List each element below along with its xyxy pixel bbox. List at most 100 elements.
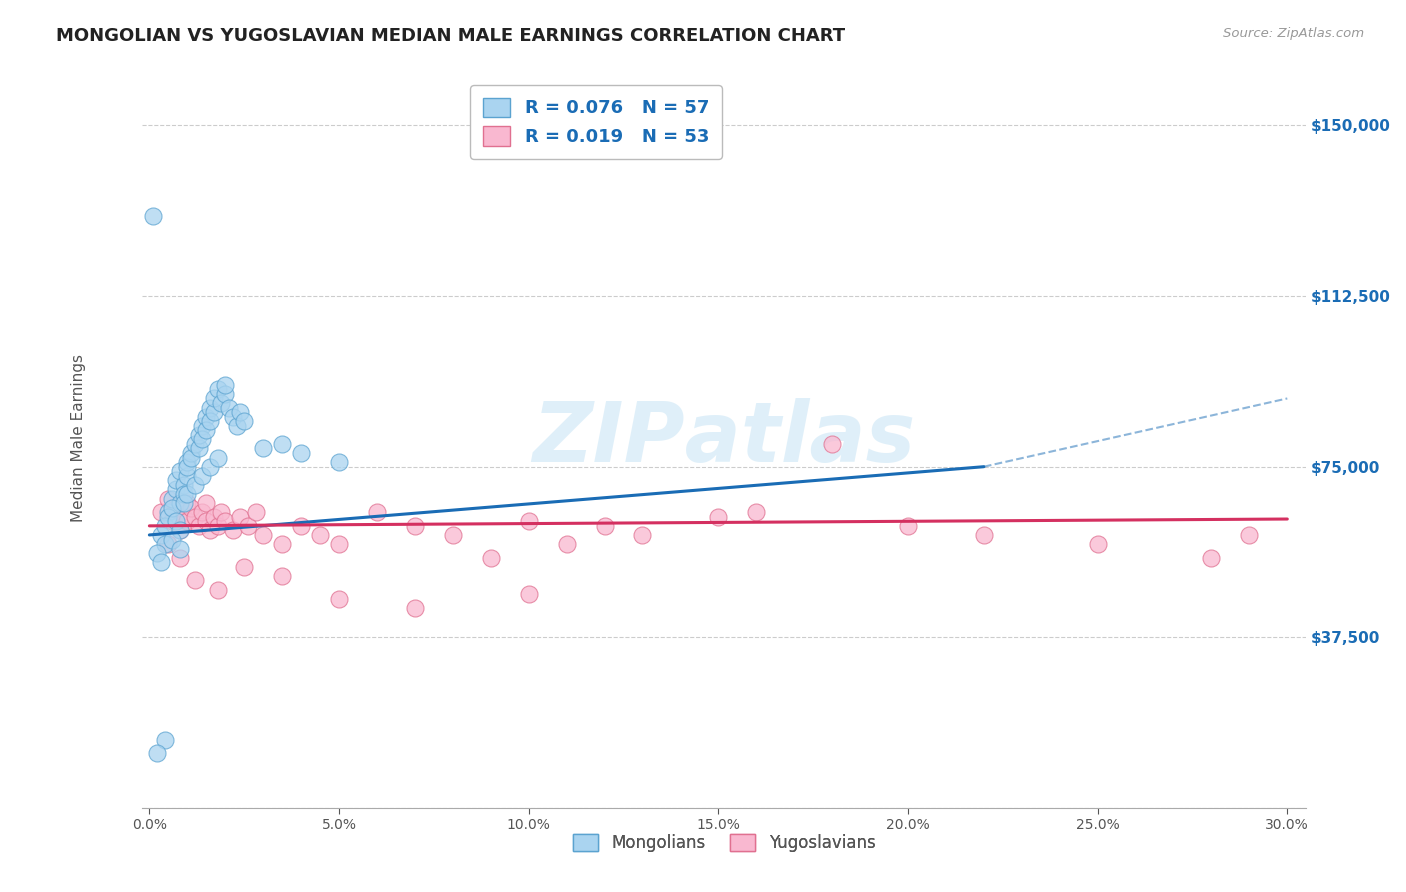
Point (180, 500, 202, 515)
Point (1239, 528, 1261, 542)
Point (149, 505, 172, 519)
Point (207, 519, 229, 533)
Point (631, 528, 654, 542)
Point (153, 537, 176, 551)
Point (225, 418, 247, 433)
Point (165, 514, 187, 528)
Legend: Mongolians, Yugoslavians: Mongolians, Yugoslavians (567, 827, 882, 859)
Point (191, 418, 214, 433)
Point (184, 437, 207, 451)
Point (821, 437, 844, 451)
Point (517, 514, 540, 528)
Point (207, 450, 229, 465)
Point (745, 505, 768, 519)
Point (271, 569, 294, 583)
Point (214, 514, 236, 528)
Point (165, 500, 187, 515)
Point (479, 550, 502, 565)
Point (149, 555, 172, 569)
Point (157, 537, 180, 551)
Point (236, 519, 259, 533)
Point (157, 505, 180, 519)
Point (160, 500, 183, 515)
Point (169, 550, 191, 565)
Point (157, 491, 180, 506)
Point (290, 446, 312, 460)
Text: MONGOLIAN VS YUGOSLAVIAN MEDIAN MALE EARNINGS CORRELATION CHART: MONGOLIAN VS YUGOSLAVIAN MEDIAN MALE EAR… (56, 27, 845, 45)
Point (233, 559, 256, 574)
Point (157, 509, 180, 524)
Point (180, 450, 202, 465)
Point (176, 459, 198, 474)
Point (328, 591, 350, 606)
Point (328, 537, 350, 551)
Point (153, 732, 176, 747)
Point (252, 528, 274, 542)
Point (973, 528, 995, 542)
Point (707, 509, 730, 524)
Point (404, 519, 426, 533)
Point (180, 446, 202, 460)
Text: Source: ZipAtlas.com: Source: ZipAtlas.com (1223, 27, 1364, 40)
Point (184, 509, 207, 524)
Point (271, 437, 294, 451)
Point (202, 405, 225, 419)
Point (169, 464, 191, 478)
Y-axis label: Median Male Earnings: Median Male Earnings (72, 354, 86, 522)
Point (198, 524, 221, 538)
Point (173, 509, 195, 524)
Point (191, 505, 214, 519)
Point (165, 474, 187, 488)
Point (187, 427, 209, 442)
Point (169, 496, 191, 510)
Point (187, 442, 209, 456)
Point (555, 537, 578, 551)
Point (593, 519, 616, 533)
Point (198, 401, 221, 415)
Point (173, 487, 195, 501)
Point (214, 377, 236, 392)
Point (252, 442, 274, 456)
Point (195, 423, 218, 437)
Point (160, 514, 183, 528)
Point (160, 491, 183, 506)
Point (366, 505, 388, 519)
Point (149, 528, 172, 542)
Point (142, 210, 165, 224)
Point (173, 496, 195, 510)
Point (176, 487, 198, 501)
Point (229, 509, 252, 524)
Point (153, 519, 176, 533)
Point (184, 574, 207, 588)
Point (202, 509, 225, 524)
Point (195, 496, 218, 510)
Point (211, 505, 233, 519)
Point (191, 468, 214, 483)
Point (517, 587, 540, 601)
Point (441, 528, 464, 542)
Point (271, 537, 294, 551)
Point (222, 409, 245, 424)
Point (290, 519, 312, 533)
Point (211, 396, 233, 410)
Point (897, 519, 920, 533)
Text: ZIP​atlas: ZIP​atlas (533, 398, 915, 479)
Point (176, 455, 198, 469)
Point (233, 414, 256, 428)
Point (169, 524, 191, 538)
Point (195, 409, 218, 424)
Point (187, 519, 209, 533)
Point (214, 387, 236, 401)
Point (202, 392, 225, 406)
Point (176, 496, 198, 510)
Point (195, 514, 218, 528)
Point (404, 600, 426, 615)
Point (146, 546, 169, 560)
Point (207, 582, 229, 597)
Point (184, 478, 207, 492)
Point (207, 382, 229, 396)
Point (146, 747, 169, 761)
Point (309, 528, 332, 542)
Point (328, 455, 350, 469)
Point (245, 505, 267, 519)
